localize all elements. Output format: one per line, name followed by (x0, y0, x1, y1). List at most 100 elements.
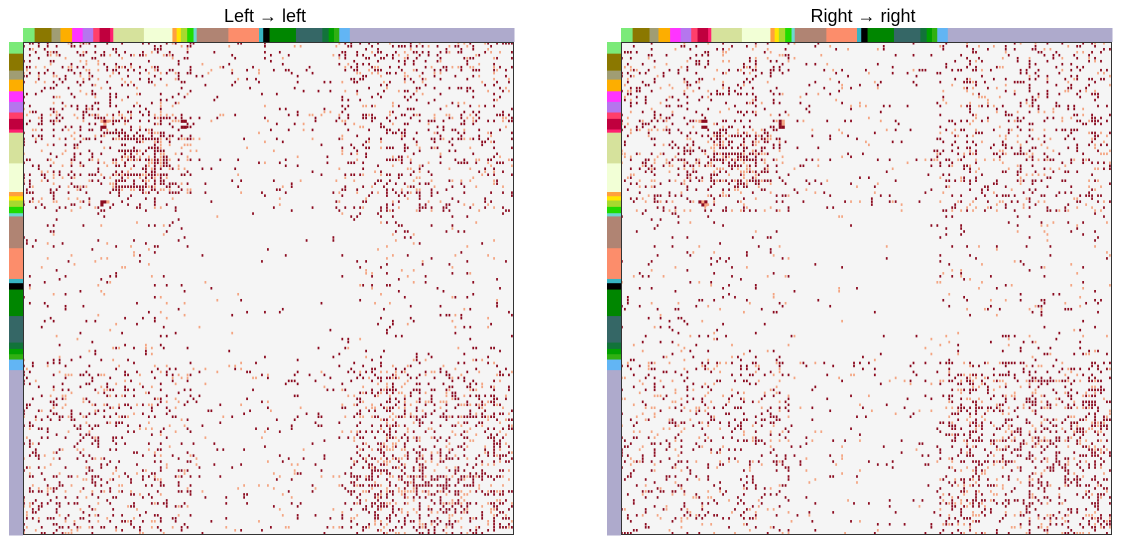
heatmap-cell (115, 526, 118, 529)
heatmap-cell (159, 161, 162, 165)
heatmap-cell (1031, 158, 1034, 162)
heatmap-cell (748, 65, 751, 69)
heatmap-cell (737, 158, 739, 162)
heatmap-cell (409, 167, 412, 171)
heatmap-cell (91, 478, 94, 481)
heatmap-cell (386, 400, 388, 404)
heatmap-cell (64, 466, 67, 469)
heatmap-cell (130, 155, 132, 159)
heatmap-cell (389, 325, 391, 329)
heatmap-cell (686, 83, 689, 87)
heatmap-cell (451, 266, 454, 269)
heatmap-cell (127, 170, 129, 174)
heatmap-cell (165, 161, 168, 165)
heatmap-cell (397, 466, 400, 469)
heatmap-cell (368, 466, 370, 469)
heatmap-cell (156, 403, 159, 407)
heatmap-cell (439, 134, 442, 138)
heatmap-cell (106, 385, 109, 389)
heatmap-cell (686, 107, 689, 111)
heatmap-cell (740, 155, 742, 159)
heatmap-cell (975, 50, 977, 54)
heatmap-cell (317, 346, 320, 350)
heatmap-cell (972, 80, 974, 84)
heatmap-cell (623, 83, 626, 87)
heatmap-cell (397, 200, 400, 203)
heatmap-cell (502, 475, 504, 478)
heatmap-cell (463, 436, 466, 439)
heatmap-cell (397, 415, 400, 419)
heatmap-cell (508, 80, 510, 84)
heatmap-cell (811, 158, 814, 162)
heatmap-cell (1028, 155, 1031, 159)
heatmap-cell (754, 140, 757, 144)
heatmap-cell (442, 529, 445, 532)
heatmap-cell (867, 71, 870, 75)
heatmap-cell (183, 167, 186, 171)
heatmap-cell (1031, 101, 1034, 105)
heatmap-cell (457, 469, 460, 472)
heatmap-cell (139, 71, 141, 75)
heatmap-cell (43, 532, 46, 535)
heatmap-cell (448, 116, 451, 120)
heatmap-cell (67, 532, 70, 535)
heatmap-cell (454, 158, 457, 162)
heatmap-cell (671, 86, 674, 90)
heatmap-cell (460, 532, 463, 535)
heatmap-cell (124, 143, 126, 147)
heatmap-cell (145, 182, 147, 185)
heatmap-cell (394, 532, 397, 535)
heatmap-cell (28, 59, 31, 63)
heatmap-cell (305, 68, 308, 72)
heatmap-cell (25, 188, 28, 191)
heatmap-cell (1097, 92, 1099, 96)
heatmap-cell (409, 376, 412, 380)
heatmap-cell (278, 50, 281, 54)
heatmap-cell (347, 490, 350, 493)
heatmap-cell (365, 460, 367, 463)
heatmap-cell (147, 224, 150, 227)
heatmap-cell (481, 400, 484, 404)
heatmap-cell (130, 62, 132, 66)
heatmap-cell (412, 436, 415, 439)
heatmap-cell (386, 263, 388, 266)
heatmap-cell (972, 47, 974, 51)
heatmap-cell (466, 59, 469, 63)
heatmap-cell (391, 53, 394, 57)
heatmap-cell (34, 448, 37, 451)
heatmap-cell (174, 209, 177, 212)
heatmap-cell (439, 496, 442, 499)
heatmap-cell (397, 508, 400, 511)
heatmap-cell (674, 155, 677, 159)
heatmap-cell (409, 520, 412, 523)
heatmap-cell (267, 248, 269, 251)
heatmap-cell (403, 481, 406, 484)
heatmap-cell (484, 140, 487, 144)
heatmap-cell (85, 68, 88, 72)
heatmap-cell (67, 68, 70, 72)
heatmap-cell (350, 367, 353, 371)
heatmap-cell (127, 388, 129, 392)
heatmap-cell (272, 179, 275, 182)
heatmap-cell (165, 53, 168, 57)
heatmap-cell (118, 475, 121, 478)
heatmap-cell (341, 403, 344, 407)
heatmap-cell (427, 481, 430, 484)
heatmap-cell (466, 86, 469, 90)
heatmap-cell (1028, 149, 1031, 153)
heatmap-cell (451, 379, 454, 383)
heatmap-cell (778, 140, 781, 144)
heatmap-cell (939, 44, 942, 48)
heatmap-cell (145, 167, 147, 171)
heatmap-cell (454, 391, 457, 395)
group-color-block (259, 28, 264, 42)
heatmap-cell (165, 373, 168, 377)
heatmap-cell (118, 110, 121, 114)
heatmap-cell (115, 442, 118, 445)
heatmap-cell (64, 206, 67, 209)
heatmap-cell (454, 508, 457, 511)
heatmap-cell (1046, 42, 1049, 45)
heatmap-cell (67, 42, 70, 45)
heatmap-cell (147, 475, 150, 478)
heatmap-cell (1043, 47, 1046, 51)
